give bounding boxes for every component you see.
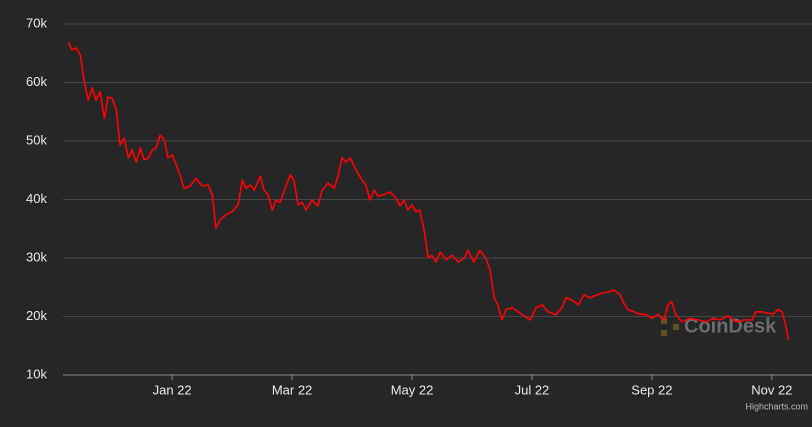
y-tick-label: 60k (26, 74, 47, 89)
y-tick-label: 50k (26, 132, 47, 147)
x-tick-label: Jan 22 (153, 382, 192, 397)
y-tick-label: 30k (26, 249, 47, 264)
x-tick-label: Mar 22 (272, 382, 312, 397)
watermark-icon (661, 318, 667, 324)
y-tick-label: 40k (26, 191, 47, 206)
x-tick-label: Sep 22 (631, 382, 672, 397)
price-line (67, 41, 790, 341)
watermark-icon (673, 324, 679, 330)
x-tick-label: Jul 22 (515, 382, 550, 397)
credits: Highcharts.com (745, 401, 808, 411)
y-tick-label: 20k (26, 308, 47, 323)
watermark-icon (661, 330, 667, 336)
y-tick-label: 10k (26, 366, 47, 381)
x-tick-label: Nov 22 (751, 382, 792, 397)
x-tick-label: May 22 (391, 382, 434, 397)
y-tick-label: 70k (26, 15, 47, 30)
